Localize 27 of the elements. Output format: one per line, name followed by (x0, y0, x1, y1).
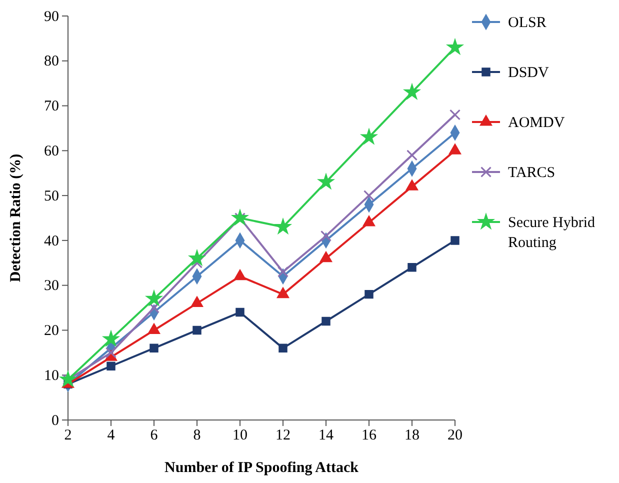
x-tick-label: 12 (276, 428, 290, 444)
legend-label: Secure Hybrid Routing (508, 215, 596, 251)
y-tick-label: 50 (44, 188, 59, 204)
y-tick-label: 80 (44, 54, 59, 70)
legend-label: OLSR (508, 15, 546, 31)
x-axis-title: Number of IP Spoofing Attack (164, 460, 360, 476)
y-tick-label: 90 (44, 8, 59, 25)
x-tick-label: 18 (404, 428, 420, 444)
legend-label: TARCS (508, 165, 556, 181)
y-tick-label: 30 (44, 278, 59, 294)
x-tick-label: 8 (193, 428, 201, 444)
x-tick-label: 16 (362, 428, 377, 444)
x-tick-label: 14 (318, 428, 334, 444)
y-tick-label: 0 (52, 412, 59, 429)
x-tick-label: 20 (448, 428, 462, 444)
y-tick-label: 20 (44, 323, 59, 340)
y-tick-label: 60 (44, 143, 59, 160)
y-tick-label: 40 (44, 233, 59, 250)
legend-label: AOMDV (508, 115, 565, 131)
y-tick-label: 10 (44, 368, 59, 384)
x-tick-label: 2 (64, 428, 72, 444)
legend-label: DSDV (508, 65, 550, 81)
x-tick-label: 6 (150, 428, 158, 444)
x-tick-label: 10 (232, 428, 248, 444)
x-tick-label: 4 (107, 428, 116, 444)
y-axis-title: Detection Ratio (%) (8, 154, 24, 282)
y-tick-label: 70 (44, 98, 59, 115)
